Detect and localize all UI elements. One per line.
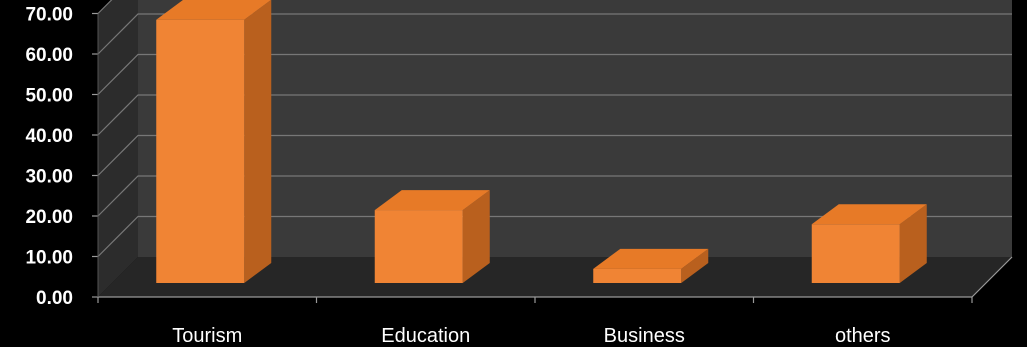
bar-side — [244, 0, 272, 283]
y-tick-label: 60.00 — [25, 45, 73, 66]
y-tick-label: 20.00 — [25, 207, 73, 228]
floor-right-edge — [971, 256, 1013, 298]
bar-top — [593, 248, 709, 269]
back-wall — [138, 0, 1012, 257]
bar-top — [811, 204, 927, 225]
gridline — [97, 94, 1012, 136]
bar-side — [899, 204, 927, 283]
y-tick-label: 0.00 — [36, 288, 73, 309]
gridline — [97, 215, 1012, 257]
y-tick-label: 10.00 — [25, 248, 73, 269]
gridlines — [97, 0, 1012, 257]
gridline — [97, 134, 1012, 176]
x-tick-label: others — [835, 325, 891, 347]
bar-top — [374, 190, 490, 211]
bar — [811, 224, 900, 283]
y-tick-label: 50.00 — [25, 86, 73, 107]
bars — [156, 0, 927, 283]
axes — [92, 12, 1013, 303]
tick-labels: 0.00 10.00 20.00 30.00 40.00 50.00 60.00 70.00 T… — [25, 5, 890, 347]
chart-walls — [98, 0, 1012, 297]
gridline — [97, 13, 1012, 55]
x-tick-label: Education — [381, 325, 470, 347]
x-tick-label: Tourism — [172, 325, 242, 347]
gridline — [97, 0, 113, 14]
bar-top — [156, 0, 271, 20]
y-tick-label: 40.00 — [25, 126, 73, 147]
gridline — [97, 53, 1012, 95]
side-wall — [98, 0, 138, 297]
y-tick-label: 30.00 — [25, 167, 73, 188]
y-tick-label: 70.00 — [25, 5, 73, 26]
bar — [593, 268, 682, 283]
x-tick-label: Business — [604, 325, 685, 347]
bar — [374, 210, 463, 283]
floor — [98, 257, 1012, 297]
bar-side — [462, 190, 490, 283]
gridline — [97, 175, 1012, 217]
bar-side — [681, 248, 709, 283]
bar — [156, 19, 245, 283]
